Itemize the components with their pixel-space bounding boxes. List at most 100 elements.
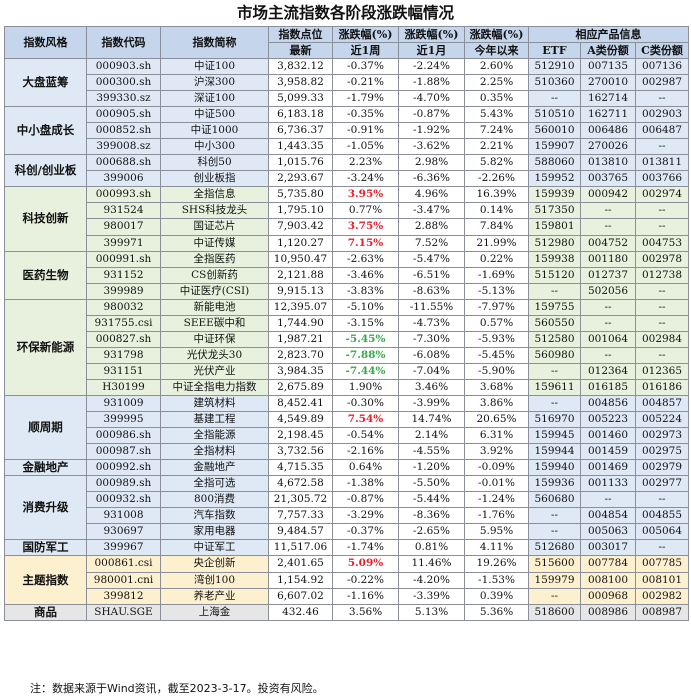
a-share-code-cell: 003017 xyxy=(580,539,636,557)
index-code-cell: 399008.sz xyxy=(86,138,161,156)
change-week-cell: 5.09% xyxy=(332,555,399,573)
table-row: 399006 创业板指 2,293.67 -3.24% -6.36% -2.26% 1599… xyxy=(5,170,690,188)
c-share-code-cell: 004857 xyxy=(634,394,690,413)
a-share-code-cell: 008100 xyxy=(580,571,636,589)
etf-code-cell: 512980 xyxy=(528,234,581,252)
change-ytd-cell: 5.82% xyxy=(464,154,529,172)
change-month-cell: -4.70% xyxy=(398,90,465,108)
level-cell: 6,607.02 xyxy=(268,587,333,605)
change-month-cell: -3.62% xyxy=(398,138,465,156)
c-share-code-cell: 005224 xyxy=(634,411,690,429)
change-ytd-cell: -5.13% xyxy=(464,282,529,300)
change-ytd-cell: 16.39% xyxy=(464,186,529,204)
a-share-code-cell: 001469 xyxy=(580,459,636,477)
change-week-cell: -0.91% xyxy=(332,122,399,140)
index-name-cell: 中证军工 xyxy=(160,539,269,557)
group-label: 大盘蓝筹 xyxy=(4,57,87,108)
index-code-cell: 931755.csi xyxy=(86,314,161,332)
etf-code-cell: 159936 xyxy=(528,475,581,493)
table-row: 主题指数 000861.csi 央企创新 2,401.65 5.09% 11.46% 19.… xyxy=(4,555,690,605)
c-share-code-cell: 003766 xyxy=(634,170,690,188)
change-ytd-cell: 0.14% xyxy=(464,202,529,220)
index-code-cell: 000992.sh xyxy=(86,459,161,477)
change-month-cell: -5.44% xyxy=(398,491,465,509)
change-month-cell: 11.46% xyxy=(398,555,465,573)
index-name-cell: 沪深300 xyxy=(160,74,269,92)
change-month-cell: -6.51% xyxy=(398,266,465,284)
level-cell: 7,757.33 xyxy=(268,507,333,525)
table-row: 顺周期 931009 建筑材料 8,452.41 -0.30% -3.99% 3.86% --… xyxy=(4,394,690,461)
change-week-cell: -3.15% xyxy=(332,314,399,332)
index-name-cell: SHS科技龙头 xyxy=(160,202,269,220)
c-share-code-cell: 005064 xyxy=(634,523,690,541)
index-code-cell: 931151 xyxy=(86,362,161,380)
c-share-code-cell: -- xyxy=(634,202,690,220)
a-share-code-cell: 008986 xyxy=(580,603,636,621)
c-share-code-cell: 006487 xyxy=(634,122,690,140)
c-share-code-cell: 002987 xyxy=(634,74,690,92)
change-month-cell: -6.36% xyxy=(398,170,465,188)
table-row: 医药生物 000991.sh 全指医药 10,950.47 -2.63% -5.47% 0.… xyxy=(4,250,690,300)
index-name-cell: 中证全指电力指数 xyxy=(160,378,269,396)
c-share-code-cell: -- xyxy=(634,298,690,316)
table-row: 金融地产 000992.sh 金融地产 4,715.35 0.64% -1.20% -0.0… xyxy=(4,459,690,477)
index-code-cell: 399989 xyxy=(86,282,161,300)
change-week-cell: -3.83% xyxy=(332,282,399,300)
header-code: 指数代码 xyxy=(86,26,161,59)
index-name-cell: 深证100 xyxy=(160,90,269,108)
change-month-cell: 0.81% xyxy=(398,539,465,557)
header-c-share: C类份额 xyxy=(634,42,690,59)
change-month-cell: -4.20% xyxy=(398,571,465,589)
level-cell: 1,154.92 xyxy=(268,571,333,589)
etf-code-cell: 588060 xyxy=(528,154,581,172)
table-row: 931008 汽车指数 7,757.33 -3.29% -8.36% -1.76% -- 00… xyxy=(5,507,690,525)
index-name-cell: 中证环保 xyxy=(160,330,269,348)
level-cell: 11,517.06 xyxy=(268,539,333,557)
a-share-code-cell: -- xyxy=(580,314,636,332)
change-week-cell: -3.29% xyxy=(332,507,399,525)
group-label: 商品 xyxy=(4,603,87,621)
level-cell: 6,183.18 xyxy=(268,106,333,124)
index-code-cell: 930697 xyxy=(86,523,161,541)
a-share-code-cell: 012364 xyxy=(580,362,636,380)
change-ytd-cell: 21.99% xyxy=(464,234,529,252)
level-cell: 2,198.45 xyxy=(268,427,333,445)
index-code-cell: 931008 xyxy=(86,507,161,525)
a-share-code-cell: 502056 xyxy=(580,282,636,300)
change-ytd-cell: 20.65% xyxy=(464,411,529,429)
a-share-code-cell: 270010 xyxy=(580,74,636,92)
header-chg-month-top: 涨跌幅(%) xyxy=(398,26,465,43)
change-week-cell: -2.63% xyxy=(332,250,399,268)
level-cell: 5,099.33 xyxy=(268,90,333,108)
etf-code-cell: -- xyxy=(528,362,581,380)
header-level-top: 指数点位 xyxy=(268,26,333,43)
level-cell: 3,984.35 xyxy=(268,362,333,380)
a-share-code-cell: -- xyxy=(580,346,636,364)
a-share-code-cell: 000968 xyxy=(580,587,636,605)
a-share-code-cell: 001133 xyxy=(580,475,636,493)
table-row: 消费升级 000989.sh 全指可选 4,672.58 -1.38% -5.50% -0.… xyxy=(4,475,690,541)
index-name-cell: 中证500 xyxy=(160,106,269,124)
group-label: 消费升级 xyxy=(4,475,87,541)
etf-code-cell: 510360 xyxy=(528,74,581,92)
c-share-code-cell: 004855 xyxy=(634,507,690,525)
table-row: 000852.sh 中证1000 6,736.37 -0.91% -1.92% 7.24%… xyxy=(5,122,690,140)
etf-code-cell: 512580 xyxy=(528,330,581,348)
level-cell: 1,443.35 xyxy=(268,138,333,156)
index-code-cell: 399006 xyxy=(86,170,161,188)
change-week-cell: -0.37% xyxy=(332,523,399,541)
change-month-cell: 14.74% xyxy=(398,411,465,429)
level-cell: 9,915.13 xyxy=(268,282,333,300)
group-label: 主题指数 xyxy=(4,555,87,605)
change-week-cell: -2.16% xyxy=(332,443,399,461)
level-cell: 10,950.47 xyxy=(268,250,333,268)
a-share-code-cell: 001459 xyxy=(580,443,636,461)
c-share-code-cell: 002982 xyxy=(634,587,690,605)
level-cell: 12,395.07 xyxy=(268,298,333,316)
index-name-cell: 中证传媒 xyxy=(160,234,269,252)
level-cell: 21,305.72 xyxy=(268,491,333,509)
index-name-cell: 新能电池 xyxy=(160,298,269,316)
group-label: 中小盘成长 xyxy=(4,106,87,156)
index-name-cell: 养老产业 xyxy=(160,587,269,605)
change-week-cell: -3.46% xyxy=(332,266,399,284)
